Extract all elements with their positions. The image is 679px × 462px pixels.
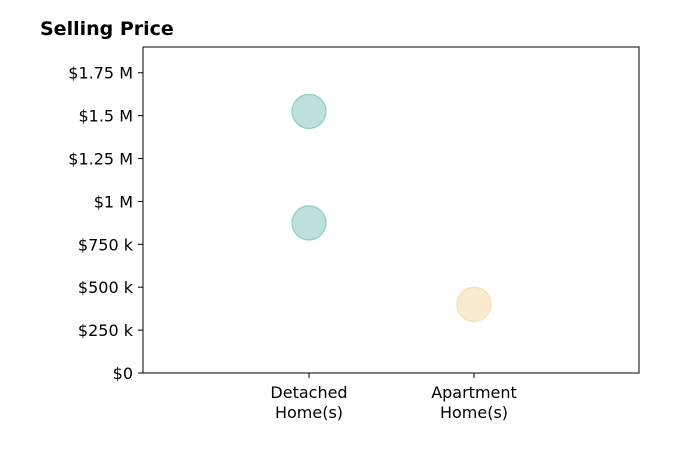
y-tick-label: $0 — [113, 364, 133, 383]
data-points — [291, 93, 492, 322]
chart-title: Selling Price — [40, 18, 174, 40]
data-point — [291, 93, 327, 129]
y-tick-label: $250 k — [78, 321, 134, 340]
x-tick-label: Detached Home(s) — [270, 383, 347, 422]
x-tick-label-line: Apartment — [431, 383, 517, 402]
y-tick-label: $500 k — [78, 278, 134, 297]
data-point — [456, 286, 492, 322]
x-tick-label-line: Detached — [270, 383, 347, 402]
y-tick-label: $1.5 M — [78, 107, 133, 126]
x-tick-label: Apartment Home(s) — [431, 383, 517, 422]
y-axis: $0 $250 k $500 k $750 k $1 M $1.25 M $1.5 M $1.… — [68, 64, 143, 383]
x-axis: Detached Home(s)Apartment Home(s) — [270, 373, 517, 422]
y-tick-label: $1 M — [94, 192, 133, 211]
data-point — [291, 205, 327, 241]
x-tick-label-line: Home(s) — [275, 403, 343, 422]
y-tick-label: $1.75 M — [68, 64, 133, 83]
x-tick-label-line: Home(s) — [440, 403, 508, 422]
plot-area-frame — [142, 46, 640, 374]
y-tick-label: $1.25 M — [68, 150, 133, 169]
y-tick-label: $750 k — [78, 235, 134, 254]
